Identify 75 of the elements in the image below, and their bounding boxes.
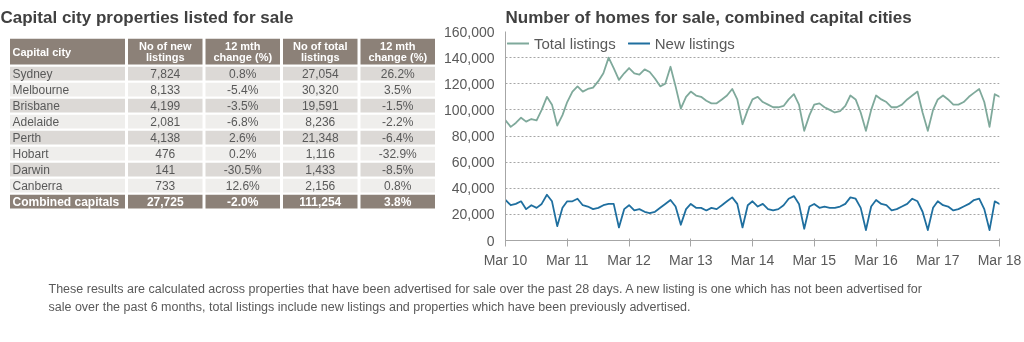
data-label: 3.8%	[384, 194, 412, 209]
data-label: 3.5%	[384, 82, 412, 97]
y-tick-label: 140,000	[443, 49, 495, 66]
x-tick-label: Mar 13	[669, 251, 713, 268]
y-tick-label: Hobart	[12, 146, 50, 161]
data-label: -8.5%	[382, 162, 414, 177]
x-tick-label: Mar 11	[545, 251, 589, 268]
line-series	[505, 56, 1000, 132]
x-tick-label: Mar 14	[730, 251, 775, 268]
y-tick-label: 100,000	[443, 101, 495, 118]
data-label: 12.6%	[225, 178, 261, 193]
y-tick-label: 40,000	[451, 180, 495, 197]
data-label: 21,348	[301, 131, 339, 146]
data-label: 8,133	[150, 83, 181, 98]
data-label: 7,824	[150, 67, 181, 82]
x-tick-label: Mar 18	[977, 251, 1022, 268]
x-tick-label: 12 mth change (%)	[213, 40, 273, 64]
legend-label: New listings	[654, 34, 735, 52]
data-label: 733	[155, 179, 176, 194]
data-label: 0.2%	[229, 146, 257, 161]
data-label: 8,236	[305, 115, 336, 130]
data-label: 2,081	[150, 115, 181, 130]
x-tick-label: No of total listings	[293, 40, 348, 64]
chart-title: Number of homes for sale, combined capital cities	[505, 7, 912, 27]
data-label: 4,199	[150, 99, 181, 114]
y-tick-label: Perth	[12, 130, 42, 145]
data-label: 26.2%	[380, 66, 416, 81]
data-label: 0.8%	[384, 178, 412, 193]
data-label: 30,320	[301, 83, 339, 98]
data-label: 1,116	[305, 147, 336, 162]
x-tick-label: Mar 16	[854, 251, 899, 268]
data-label: -1.5%	[382, 98, 414, 113]
legend-label: Total listings	[534, 34, 616, 52]
data-label: 476	[155, 147, 176, 162]
x-tick-label: Mar 15	[792, 251, 837, 268]
data-label: -6.8%	[227, 114, 259, 129]
data-label: -5.4%	[227, 82, 259, 97]
x-tick-label: Mar 17	[916, 251, 960, 268]
data-label: -6.4%	[382, 130, 414, 145]
y-tick-label: Sydney	[12, 66, 53, 81]
data-label: 1,433	[305, 163, 336, 178]
data-label: 27,054	[301, 67, 339, 82]
y-tick-label: 20,000	[451, 206, 495, 223]
y-tick-label: Adelaide	[12, 114, 60, 129]
y-tick-label: Canberra	[12, 178, 63, 193]
data-label: -2.0%	[227, 194, 259, 209]
data-label: 2.6%	[229, 130, 257, 145]
y-tick-label: 60,000	[451, 154, 495, 171]
y-tick-label: Combined capitals	[12, 194, 120, 209]
y-tick-label: 0	[486, 232, 495, 249]
data-label: -3.5%	[227, 98, 259, 113]
y-tick-label: 160,000	[443, 23, 495, 40]
y-tick-label: Darwin	[12, 162, 50, 177]
data-label: -30.5%	[223, 162, 263, 177]
data-label: 0.8%	[229, 66, 257, 81]
data-label: 2,156	[305, 179, 336, 194]
y-tick-label: Brisbane	[12, 98, 61, 113]
y-tick-label: 80,000	[451, 128, 495, 144]
x-tick-label: Mar 12	[607, 251, 652, 268]
text: These results are calculated across properties that have been advertised for sale over the past 28 days. A new listing is one which has not been advertised for sale over the past 6 months, total listings include new listings and properties which have been previously advertised.	[48, 281, 922, 314]
y-axis-title: Capital city	[12, 45, 73, 58]
line-series	[505, 193, 1000, 231]
data-label: -32.9%	[378, 146, 418, 161]
data-label: 27,725	[146, 195, 184, 210]
x-tick-label: No of new listings	[138, 40, 192, 64]
x-tick-label: Mar 10	[483, 251, 528, 268]
data-label: 4,138	[150, 131, 181, 146]
chart-title: Capital city properties listed for sale	[0, 7, 294, 27]
data-label: 111,254	[299, 195, 342, 210]
x-tick-label: 12 mth change (%)	[368, 40, 428, 64]
data-label: 19,591	[301, 99, 339, 114]
data-label: -2.2%	[382, 114, 414, 129]
data-label: 141	[155, 163, 176, 178]
y-tick-label: 120,000	[443, 75, 495, 92]
y-tick-label: Melbourne	[12, 82, 70, 97]
